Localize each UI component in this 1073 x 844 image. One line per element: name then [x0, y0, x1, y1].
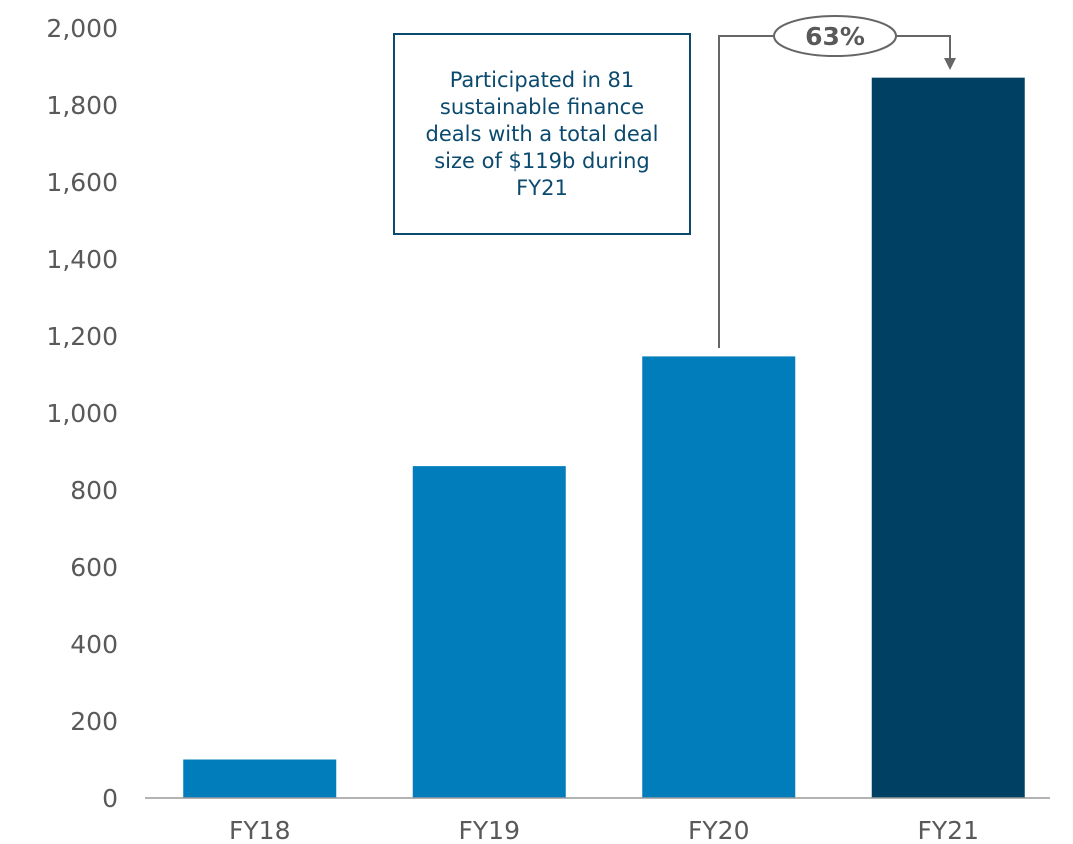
y-tick-label: 1,800	[46, 91, 118, 120]
bar-fy19	[412, 466, 566, 798]
x-tick-label: FY19	[459, 816, 520, 844]
y-axis-ticks: 0 200 400 600 800 1,000 1,200 1,400 1,600 1,800 2,…	[46, 14, 118, 813]
y-tick-label: 400	[70, 630, 118, 659]
y-tick-label: 1,600	[46, 168, 118, 197]
y-tick-label: 0	[102, 784, 118, 813]
growth-badge	[773, 15, 897, 57]
bar-fy20	[642, 356, 796, 798]
growth-connector	[718, 35, 951, 348]
annotation-box: Participated in 81 sustainable finance d…	[393, 33, 691, 235]
arrow-head-icon	[944, 58, 956, 70]
bar-fy18	[183, 759, 337, 798]
y-tick-label: 200	[70, 707, 118, 736]
x-tick-label: FY21	[918, 816, 979, 844]
y-tick-label: 2,000	[46, 14, 118, 43]
growth-connector-left	[718, 35, 775, 348]
growth-badge-label: 63%	[805, 22, 865, 51]
bar-fy21	[871, 77, 1025, 799]
y-tick-label: 600	[70, 553, 118, 582]
x-axis-ticks: FY18 FY19 FY20 FY21	[229, 816, 979, 844]
x-tick-label: FY18	[229, 816, 290, 844]
y-tick-label: 1,200	[46, 322, 118, 351]
y-tick-label: 1,400	[46, 245, 118, 274]
y-tick-label: 1,000	[46, 399, 118, 428]
bars	[183, 77, 1025, 799]
y-tick-label: 800	[70, 476, 118, 505]
annotation-text: Participated in 81 sustainable finance d…	[425, 67, 659, 200]
growth-connector-right	[895, 35, 951, 62]
x-tick-label: FY20	[688, 816, 749, 844]
